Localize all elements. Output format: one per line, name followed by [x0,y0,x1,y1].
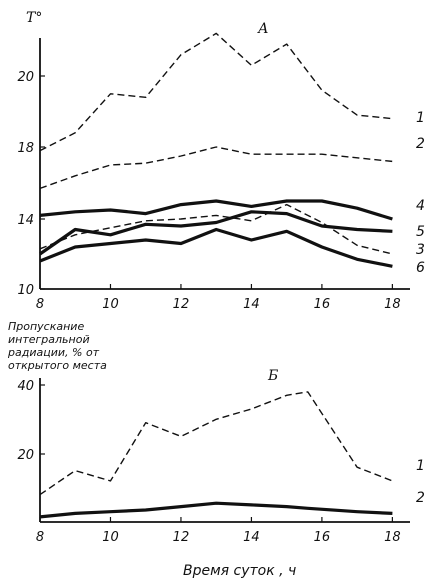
panel-a-series [39,32,393,268]
y-tick-label: 14 [17,213,34,228]
y-tick-label: 40 [17,379,34,394]
series-label-6: 6 [416,260,425,276]
series-label-1: 1 [416,458,425,474]
series-line-5 [39,210,393,256]
panel-b-series-labels: 12 [416,458,425,506]
panel-b-ylabel-line-3: радиации, % от [7,346,100,359]
series-line-4 [39,199,393,221]
panel-a-series-labels: 1 2 4 5 3 6 [416,110,425,276]
series-line-3 [39,203,393,255]
panel-b-ylabel-block: Пропускание интегральной радиации, % от … [7,320,107,372]
series-line-2 [39,146,393,190]
series-label-2: 2 [416,490,425,506]
x-tick-label: 18 [384,297,401,312]
series-line-2 [39,501,393,519]
series-line-1 [39,32,393,152]
panel-b-x-label: Время суток , ч [183,563,296,579]
panel-b-ylabel-line-2: интегральной [8,333,90,346]
x-tick-label: 16 [314,297,331,312]
x-tick-label: 8 [36,297,44,312]
x-tick-label: 10 [102,297,119,312]
x-tick-label: 16 [314,530,331,545]
x-tick-label: 14 [243,297,260,312]
panel-b-series [39,391,393,519]
series-line-6 [39,227,393,268]
y-tick-label: 10 [17,283,34,298]
series-label-3: 3 [416,242,425,258]
x-tick-label: 14 [243,530,260,545]
panel-b-label: Б [267,368,278,384]
panel-a-x-ticks: 8 10 12 14 16 18 [36,284,401,312]
y-tick-label: 20 [17,448,34,463]
series-label-4: 4 [416,198,425,214]
y-tick-label: 20 [17,70,34,85]
x-tick-label: 10 [102,530,119,545]
panel-a-y-label: Т° [26,10,42,26]
panel-a-y-ticks: 10 14 18 20 [17,70,45,298]
series-line-1 [39,391,393,496]
series-label-2: 2 [416,136,425,152]
panel-b-ylabel-line-4: открытого места [8,359,107,372]
panel-b-ylabel-line-1: Пропускание [8,320,84,333]
series-label-1: 1 [416,110,425,126]
x-tick-label: 12 [173,297,190,312]
x-tick-label: 12 [173,530,190,545]
panel-b-x-ticks: 8 10 12 14 16 18 [36,517,401,545]
x-tick-label: 18 [384,530,401,545]
series-label-5: 5 [416,224,425,240]
x-tick-label: 8 [36,530,44,545]
panel-a-label: А [257,21,269,37]
y-tick-label: 18 [17,141,34,156]
